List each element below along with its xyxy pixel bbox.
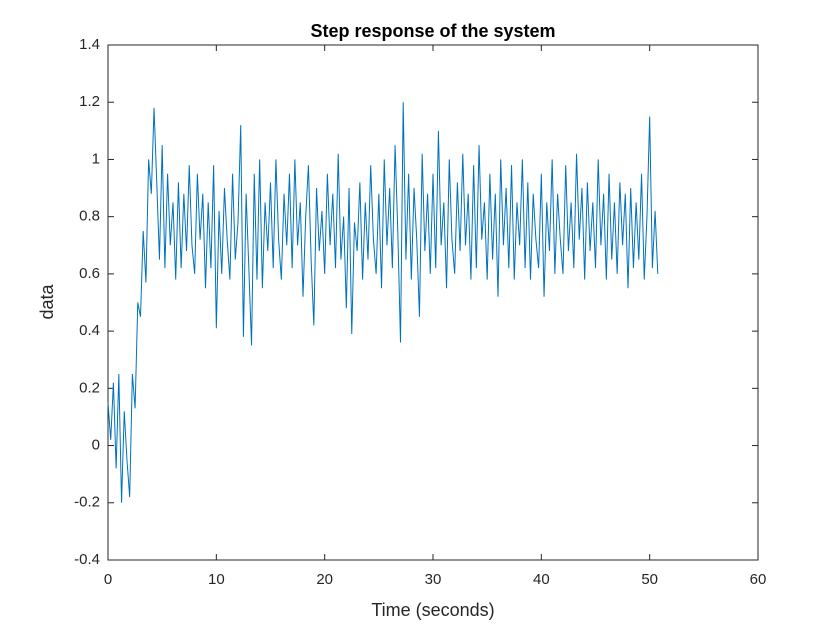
y-tick-label: -0.4 [74,551,100,568]
x-tick-label: 30 [425,571,442,588]
chart-title: Step response of the system [310,21,555,41]
y-axis-label: data [37,284,57,320]
x-tick-label: 20 [316,571,333,588]
x-axis-label: Time (seconds) [371,600,494,620]
y-tick-label: 0.6 [79,265,100,282]
y-tick-label: 0.2 [79,379,100,396]
y-tick-label: 0.8 [79,208,100,225]
y-tick-label: 0 [92,437,100,454]
y-tick-label: 1.2 [79,93,100,110]
y-tick-label: 1.4 [79,36,100,53]
y-tick-label: 0.4 [79,322,100,339]
y-tick-label: -0.2 [74,494,100,511]
y-tick-label: 1 [92,150,100,167]
axes-box [107,44,759,561]
x-tick-label: 40 [533,571,550,588]
data-line [107,102,659,503]
x-tick-label: 0 [104,571,112,588]
x-tick-label: 60 [750,571,767,588]
x-tick-label: 10 [208,571,225,588]
x-tick-label: 50 [641,571,658,588]
